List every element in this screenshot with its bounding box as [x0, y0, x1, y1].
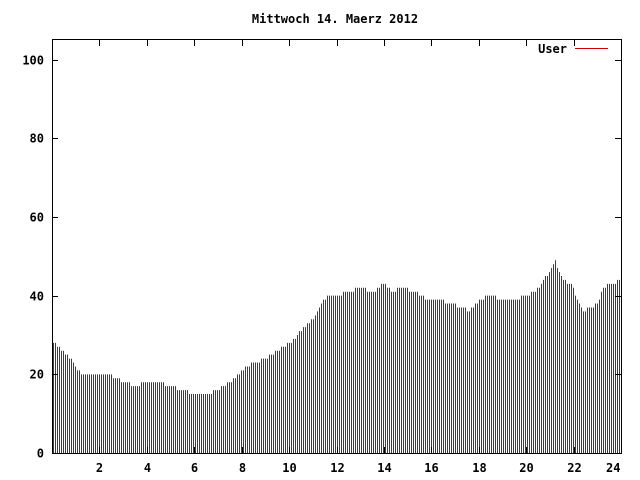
y-tick-label: 40	[30, 290, 44, 304]
y-axis: 0 20 40 60 80 100	[22, 54, 621, 461]
x-tick-label: 14	[377, 461, 391, 475]
bar-series	[53, 260, 620, 453]
y-tick-label: 0	[37, 447, 44, 461]
legend-label: User	[538, 42, 567, 56]
x-tick-label: 20	[519, 461, 533, 475]
x-tick-label: 24	[606, 461, 620, 475]
legend: User	[538, 42, 608, 56]
x-tick-label: 12	[330, 461, 344, 475]
x-tick-label: 22	[567, 461, 581, 475]
y-tick-label: 80	[30, 132, 44, 146]
x-tick-label: 6	[191, 461, 198, 475]
x-tick-label: 8	[239, 461, 246, 475]
x-tick-label: 4	[144, 461, 151, 475]
x-tick-label: 2	[96, 461, 103, 475]
y-tick-label: 20	[30, 368, 44, 382]
x-axis: 2 4 6 8 10 12 14 16 18 20 22 24	[96, 40, 622, 475]
x-tick-label: 16	[424, 461, 438, 475]
chart-title: Mittwoch 14. Maerz 2012	[252, 12, 418, 26]
x-tick-label: 18	[472, 461, 486, 475]
y-tick-label: 100	[22, 54, 44, 68]
plot-frame	[52, 39, 622, 454]
x-tick-label: 10	[282, 461, 296, 475]
y-tick-label: 60	[30, 211, 44, 225]
